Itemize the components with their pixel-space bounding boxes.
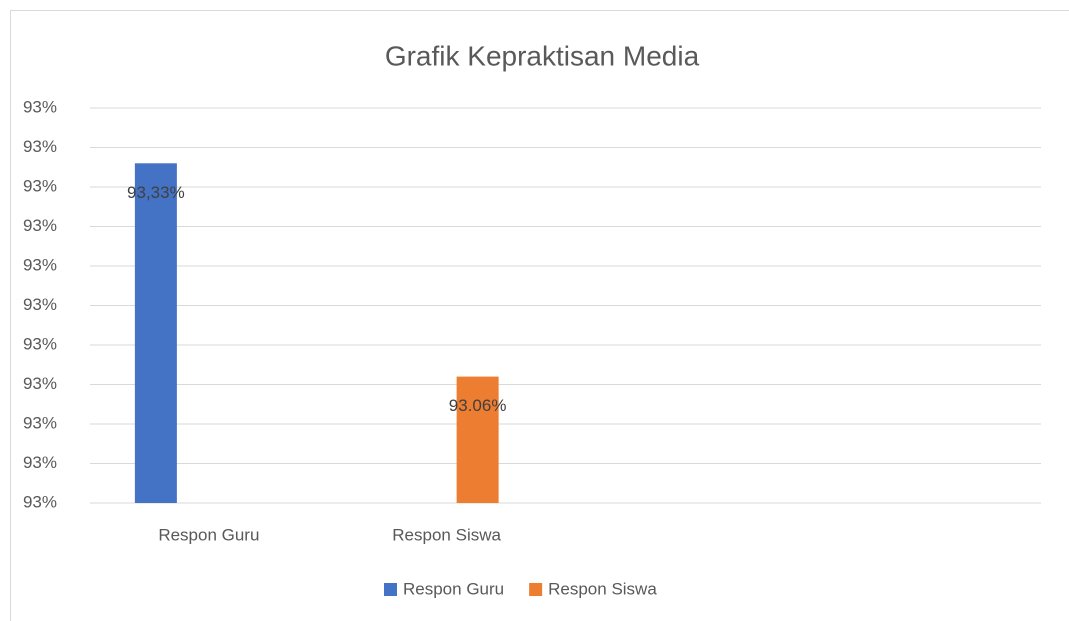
y-tick-label: 93%: [23, 295, 57, 314]
y-tick-label: 93%: [23, 492, 57, 511]
y-tick-label: 93%: [23, 374, 57, 393]
y-tick-label: 93%: [23, 216, 57, 235]
y-tick-label: 93%: [23, 453, 57, 472]
data-label: 93.06%: [449, 396, 507, 415]
legend-label: Respon Siswa: [548, 579, 657, 598]
legend-swatch: [529, 583, 543, 596]
y-tick-label: 93%: [23, 255, 57, 274]
y-tick-label: 93%: [23, 413, 57, 432]
data-label: 93,33%: [127, 183, 185, 202]
legend-swatch: [384, 583, 397, 596]
legend-label: Respon Guru: [403, 579, 504, 598]
x-tick-label: Respon Siswa: [392, 525, 501, 544]
y-tick-label: 93%: [23, 137, 57, 156]
y-tick-label: 93%: [23, 97, 57, 116]
y-tick-label: 93%: [23, 334, 57, 353]
chart-title: Grafik Kepraktisan Media: [385, 40, 700, 71]
x-tick-label: Respon Guru: [158, 525, 259, 544]
bar: [134, 163, 177, 504]
bar: [456, 376, 499, 503]
chart-border: [10, 10, 1069, 621]
y-tick-label: 93%: [23, 176, 57, 195]
